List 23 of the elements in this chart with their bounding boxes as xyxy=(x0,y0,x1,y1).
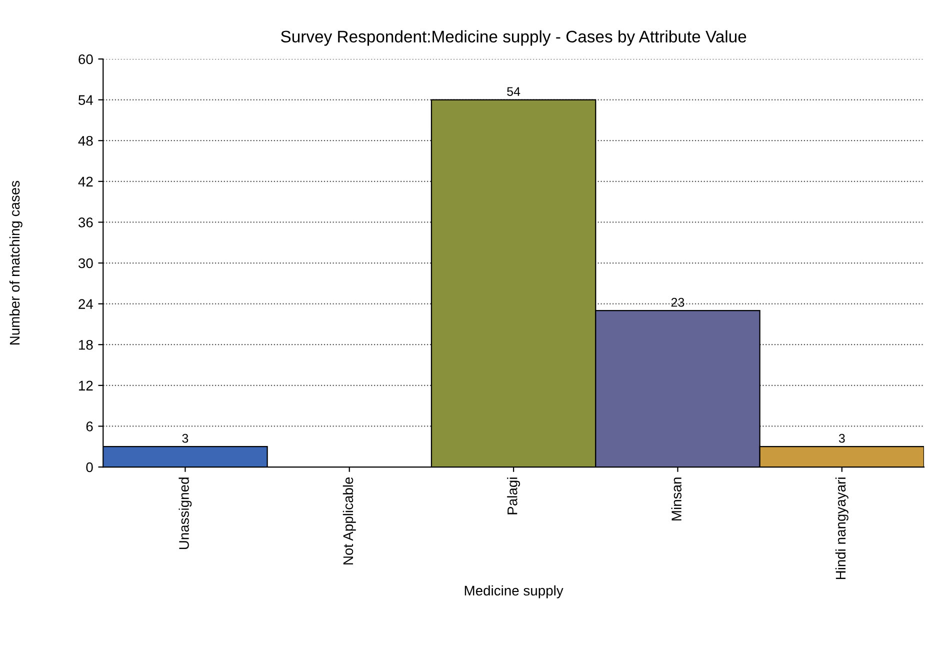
y-tick-label: 42 xyxy=(78,176,93,186)
data-label: 23 xyxy=(671,298,684,307)
y-tick-label: 24 xyxy=(78,299,93,309)
y-tick-label: 12 xyxy=(79,380,93,390)
y-tick-label: 48 xyxy=(78,136,93,146)
y-tick-label: 18 xyxy=(79,340,93,350)
x-tick-label: Hindi nangyayari xyxy=(835,478,848,580)
y-tick-label: 60 xyxy=(78,54,93,64)
x-tick-label: Palagi xyxy=(507,478,520,514)
x-axis-title: Medicine supply xyxy=(464,585,564,598)
chart-title: Survey Respondent:Medicine supply - Cases by Attribute Value xyxy=(281,30,746,46)
data-label: 54 xyxy=(507,87,520,96)
data-label: 3 xyxy=(838,434,845,443)
y-tick-label: 0 xyxy=(86,462,93,472)
y-axis-title: Number of matching cases xyxy=(9,180,22,344)
x-tick-label: Not Applicable xyxy=(342,477,356,564)
y-tick-label: 36 xyxy=(78,218,93,228)
data-label: 3 xyxy=(182,434,188,443)
x-tick-label: Minsan xyxy=(671,478,682,520)
y-tick-label: 6 xyxy=(86,422,93,432)
x-tick-label: Unassigned xyxy=(178,478,192,550)
y-tick-label: 30 xyxy=(78,258,93,268)
y-tick-label: 54 xyxy=(78,95,93,105)
